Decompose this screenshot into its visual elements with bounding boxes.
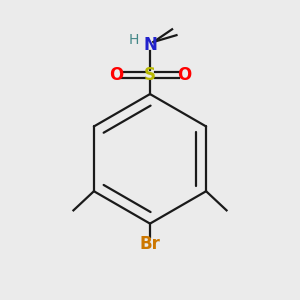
Text: O: O <box>177 66 191 84</box>
Text: S: S <box>144 66 156 84</box>
Text: Br: Br <box>140 235 160 253</box>
Text: N: N <box>143 37 157 55</box>
Text: O: O <box>109 66 123 84</box>
Text: H: H <box>129 33 139 47</box>
